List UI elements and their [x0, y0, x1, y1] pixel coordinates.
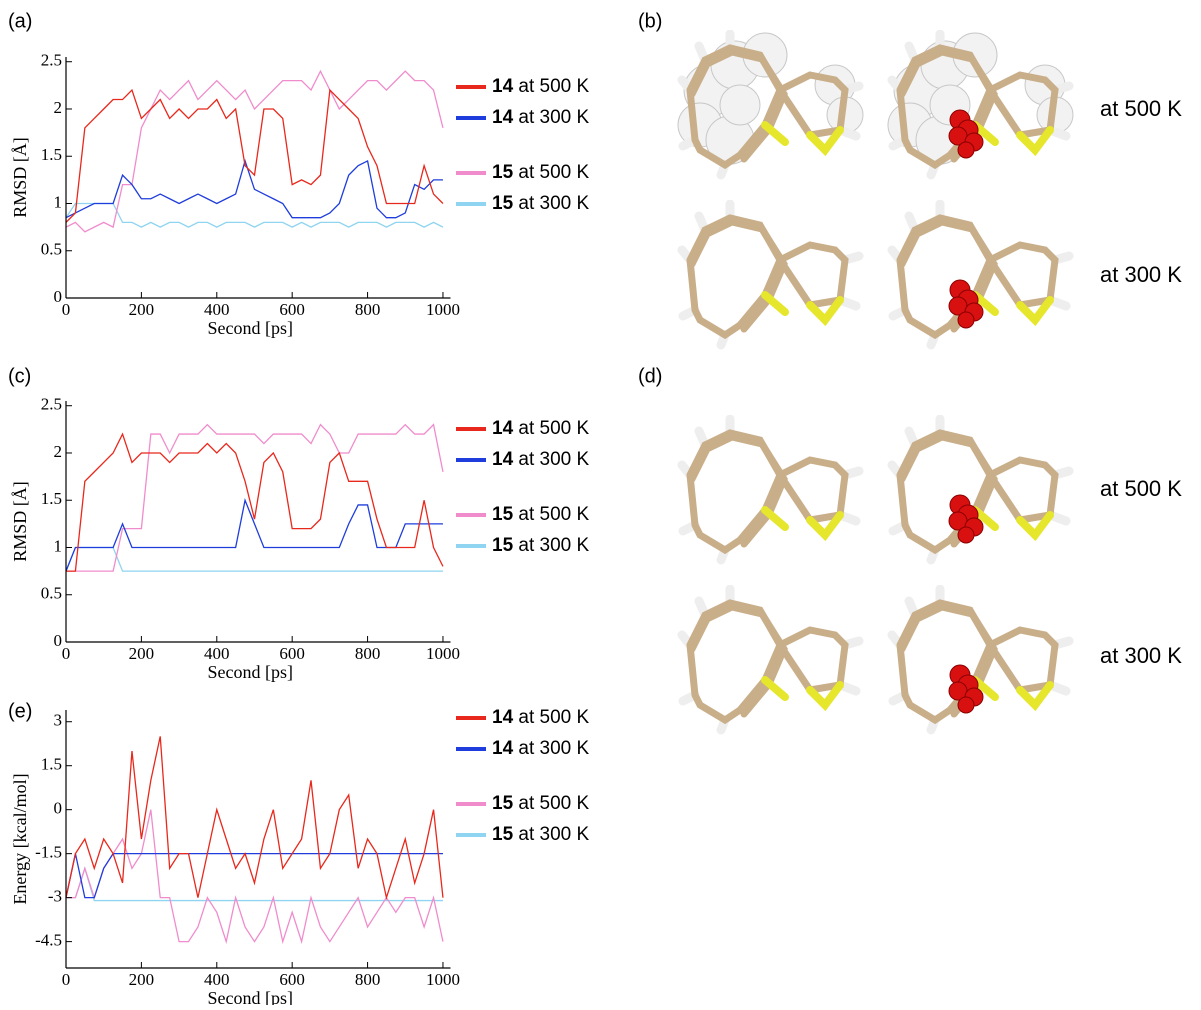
legend-label: 14 at 300 K — [492, 738, 590, 759]
y-tick-label: 0 — [54, 287, 63, 306]
molecule-d-300-right — [892, 589, 1069, 730]
x-axis-label: Second [ps] — [208, 988, 293, 1005]
legend-label: 14 at 500 K — [492, 418, 590, 439]
x-tick-label: 800 — [355, 644, 381, 663]
legend-label: 15 at 500 K — [492, 504, 590, 525]
y-axis-label: Energy [kcal/mol] — [10, 773, 30, 904]
y-tick-label: -1.5 — [35, 843, 62, 862]
x-tick-label: 200 — [129, 300, 155, 319]
legend-label: 14 at 500 K — [492, 707, 590, 728]
x-tick-label: 600 — [279, 300, 305, 319]
x-axis-label: Second [ps] — [208, 662, 293, 682]
legend-label: 15 at 500 K — [492, 793, 590, 814]
molecule-b-300-right — [892, 204, 1069, 345]
x-tick-label: 1000 — [426, 970, 460, 989]
y-tick-label: -3 — [48, 887, 62, 906]
legend-label: 14 at 300 K — [492, 449, 590, 470]
panel-label: (d) — [638, 365, 662, 387]
legend-label: 15 at 300 K — [492, 824, 590, 845]
x-tick-label: 600 — [279, 644, 305, 663]
temperature-label: at 300 K — [1100, 643, 1182, 668]
x-tick-label: 400 — [204, 970, 230, 989]
y-tick-label: 3 — [54, 711, 63, 730]
molecule-b-500-left — [678, 33, 863, 175]
series-line — [66, 736, 443, 897]
legend-label: 14 at 500 K — [492, 76, 590, 97]
legend-label: 14 at 300 K — [492, 107, 590, 128]
legend-label: 15 at 300 K — [492, 193, 590, 214]
panel-label: (a) — [8, 10, 32, 32]
series-line — [66, 547, 443, 571]
x-tick-label: 400 — [204, 300, 230, 319]
y-tick-label: -4.5 — [35, 931, 62, 950]
series-line — [66, 500, 443, 571]
series-line — [66, 71, 443, 232]
series-line — [66, 161, 443, 218]
y-tick-label: 0 — [54, 799, 63, 818]
temperature-label: at 300 K — [1100, 262, 1182, 287]
series-line — [66, 434, 443, 571]
plot-area — [66, 736, 443, 941]
y-axis-label: RMSD [Å] — [10, 137, 30, 218]
molecule-b-500-right — [888, 33, 1073, 175]
x-tick-label: 0 — [62, 970, 71, 989]
y-tick-label: 1.5 — [41, 755, 62, 774]
x-tick-label: 0 — [62, 644, 71, 663]
series-line — [66, 425, 443, 571]
y-tick-label: 1 — [54, 192, 63, 211]
molecule-d-300-left — [682, 589, 859, 730]
y-tick-label: 1.5 — [41, 489, 62, 508]
molecule-images — [678, 33, 1073, 730]
y-tick-label: 0.5 — [41, 584, 62, 603]
y-tick-label: 2.5 — [41, 395, 62, 414]
panel-label: (b) — [638, 10, 662, 32]
y-tick-label: 0.5 — [41, 240, 62, 259]
plot-area — [66, 425, 443, 571]
x-axis-label: Second [ps] — [208, 318, 293, 338]
molecule-d-500-left — [682, 419, 859, 560]
x-tick-label: 1000 — [426, 300, 460, 319]
legend-label: 15 at 300 K — [492, 535, 590, 556]
panel-label: (c) — [8, 365, 31, 387]
x-tick-label: 200 — [129, 970, 155, 989]
x-tick-label: 400 — [204, 644, 230, 663]
series-line — [66, 203, 443, 227]
series-line — [66, 90, 443, 222]
temperature-label: at 500 K — [1100, 96, 1182, 121]
figure: (b) at 500 K at 300 K (d) at 500 K at 30… — [0, 0, 1201, 1005]
y-tick-label: 2 — [54, 442, 63, 461]
plot-area — [66, 71, 443, 232]
temperature-label: at 500 K — [1100, 476, 1182, 501]
legend-label: 15 at 500 K — [492, 162, 590, 183]
y-tick-label: 0 — [54, 631, 63, 650]
x-tick-label: 800 — [355, 970, 381, 989]
x-tick-label: 600 — [279, 970, 305, 989]
y-axis-label: RMSD [Å] — [10, 481, 30, 562]
y-tick-label: 1 — [54, 536, 63, 555]
molecule-d-500-right — [892, 419, 1069, 560]
molecule-b-300-left — [682, 204, 859, 345]
y-tick-label: 1.5 — [41, 145, 62, 164]
x-tick-label: 1000 — [426, 644, 460, 663]
y-tick-label: 2 — [54, 98, 63, 117]
x-tick-label: 800 — [355, 300, 381, 319]
x-tick-label: 200 — [129, 644, 155, 663]
y-tick-label: 2.5 — [41, 51, 62, 70]
panel-label: (e) — [8, 700, 32, 722]
x-tick-label: 0 — [62, 300, 71, 319]
